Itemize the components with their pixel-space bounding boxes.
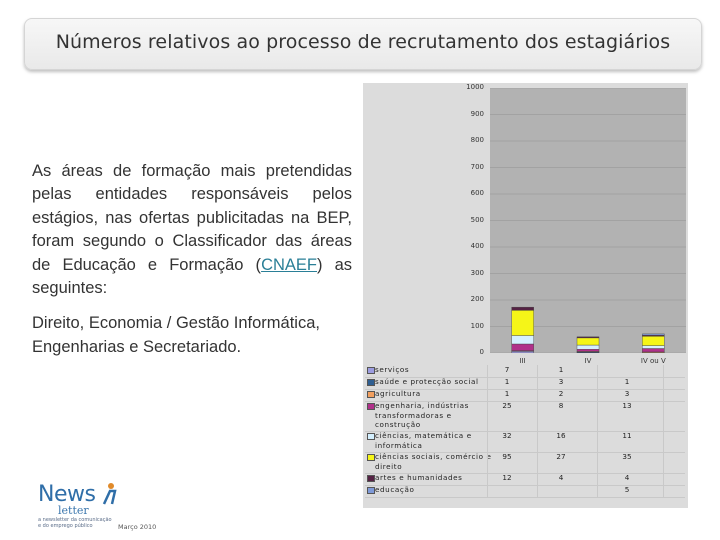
table-row: educação 5 <box>365 485 685 498</box>
table-cell: 1 <box>504 389 510 398</box>
table-cell: 4 <box>558 473 564 482</box>
logo-news: News <box>38 482 96 507</box>
table-cell: 35 <box>622 452 632 461</box>
table-row: engenharia, indústrias transformadoras e… <box>365 401 685 432</box>
y-tick-label: 0 <box>479 348 484 356</box>
legend-label: ciências sociais, comércio e direito <box>375 452 492 471</box>
x-tick-label: IV <box>584 357 592 365</box>
y-tick-label: 1000 <box>466 83 484 91</box>
table-cell: 27 <box>556 452 566 461</box>
y-tick-label: 600 <box>470 189 484 197</box>
paragraph-list: Direito, Economia / Gestão Informática, … <box>32 314 320 356</box>
bar-segment <box>576 336 600 339</box>
table-cell: 4 <box>624 473 630 482</box>
chart-panel: 0 100 200 300 400 500 600 700 800 900 1000 III IV IV… <box>363 83 688 508</box>
bar-segment <box>576 337 600 346</box>
y-tick-label: 100 <box>470 321 484 330</box>
table-cell: 12 <box>502 473 512 482</box>
legend-label: ciências, matemática e informática <box>375 431 472 450</box>
bar-segment <box>511 335 534 345</box>
title-bar: Números relativos ao processo de recruta… <box>24 18 702 70</box>
chart-svg <box>490 88 686 353</box>
newsletter-logo: News letter a newsletter da comunicação … <box>38 482 178 537</box>
legend-label: agricultura <box>375 389 421 398</box>
table-grid-line <box>487 365 488 497</box>
table-cell: 1 <box>504 377 510 386</box>
slide-title: Números relativos ao processo de recruta… <box>55 31 671 53</box>
logo-date: Março 2010 <box>118 523 157 531</box>
table-row: ciências sociais, comércio e direito 95 27… <box>365 452 685 474</box>
bar-segment <box>576 344 600 350</box>
logo-tagline: a newsletter da comunicação e do emprego… <box>38 517 112 529</box>
y-tick-label: 200 <box>470 295 484 303</box>
table-cell: 11 <box>622 431 632 440</box>
legend-swatch <box>367 454 375 461</box>
legend-label: serviços <box>375 365 410 374</box>
table-cell: 3 <box>558 377 564 386</box>
table-grid-line <box>597 365 598 497</box>
body-text: As áreas de formação mais pretendidas pe… <box>32 160 352 359</box>
x-tick-label: III <box>519 357 526 365</box>
legend-swatch <box>367 379 375 386</box>
table-cell: 16 <box>556 431 566 440</box>
bar-segment <box>511 306 534 311</box>
legend-swatch <box>367 403 375 410</box>
paragraph-text: As áreas de formação mais pretendidas pe… <box>32 162 352 274</box>
y-tick-label: 900 <box>470 109 484 118</box>
table-row: serviços 7 1 <box>365 365 685 378</box>
table-cell: 8 <box>558 401 564 410</box>
y-tick-label: 300 <box>470 268 484 277</box>
y-tick-label: 500 <box>470 215 484 224</box>
legend-swatch <box>367 367 375 374</box>
bar-segment <box>511 310 534 336</box>
table-cell: 95 <box>502 452 512 461</box>
y-tick-label: 800 <box>470 136 484 144</box>
bar-segment <box>642 333 665 336</box>
logo-letter: letter <box>58 504 89 517</box>
table-cell: 3 <box>624 389 630 398</box>
logo-figure-icon <box>102 483 117 505</box>
table-cell: 2 <box>558 389 564 398</box>
legend-label: artes e humanidades <box>375 473 463 482</box>
cnaef-link[interactable]: CNAEF <box>261 255 317 274</box>
bar-segment <box>576 349 600 352</box>
y-tick-label: 700 <box>470 162 484 171</box>
paragraph-areas: As áreas de formação mais pretendidas pe… <box>32 160 352 300</box>
bar-segment <box>642 345 665 349</box>
bar-segment <box>642 348 665 353</box>
table-cell: 1 <box>558 365 564 374</box>
legend-label: educação <box>375 485 415 494</box>
legend-label: saúde e protecção social <box>375 377 479 386</box>
x-tick-label: IV ou V <box>640 357 666 365</box>
legend-label: engenharia, indústrias transformadoras e… <box>375 401 469 429</box>
legend-swatch <box>367 487 375 494</box>
table-row: artes e humanidades 12 4 4 <box>365 473 685 486</box>
table-cell: 32 <box>502 431 512 440</box>
legend-swatch <box>367 475 375 482</box>
table-cell: 25 <box>502 401 512 410</box>
table-grid-line <box>537 365 538 497</box>
bar-segment <box>511 343 534 351</box>
legend-swatch <box>367 391 375 398</box>
legend-swatch <box>367 433 375 440</box>
bar-segment <box>642 336 665 346</box>
paragraph-text-end: ) as seguintes: <box>32 255 352 298</box>
table-row: agricultura 1 2 3 <box>365 389 685 402</box>
table-cell: 7 <box>504 365 510 374</box>
table-cell: 5 <box>624 485 630 494</box>
table-row: ciências, matemática e informática 32 16 11 <box>365 431 685 453</box>
table-row: saúde e protecção social 1 3 1 <box>365 377 685 390</box>
table-grid-line <box>663 365 664 497</box>
plot-area <box>490 88 686 353</box>
y-tick-label: 400 <box>470 242 484 250</box>
table-cell: 1 <box>624 377 630 386</box>
table-cell: 13 <box>622 401 632 410</box>
